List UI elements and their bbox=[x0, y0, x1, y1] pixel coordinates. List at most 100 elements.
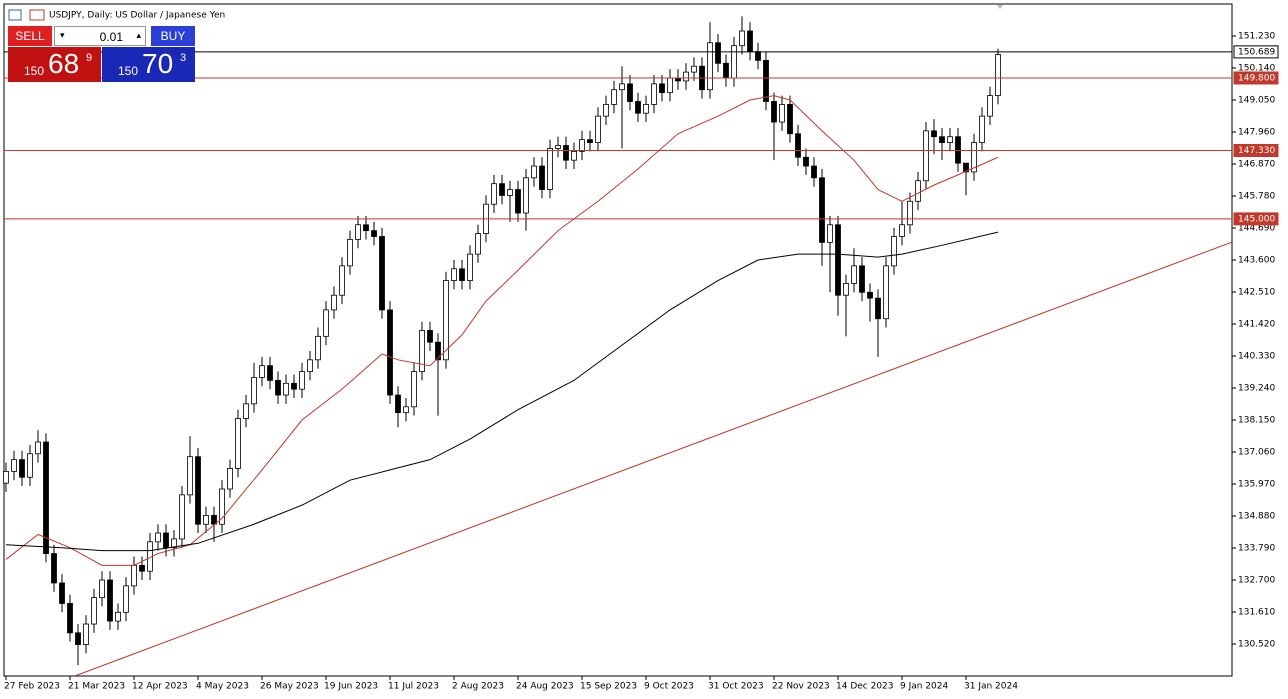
candle-body bbox=[3, 470, 9, 484]
candle-body bbox=[923, 130, 929, 182]
buy-button[interactable]: BUY bbox=[151, 26, 195, 46]
candle-body bbox=[891, 236, 897, 267]
candle-body bbox=[611, 89, 617, 105]
x-tick-label: 22 Nov 2023 bbox=[772, 682, 830, 692]
candle-body bbox=[259, 365, 265, 378]
bid-box[interactable]: 150 68 9 bbox=[8, 47, 101, 82]
candle-body bbox=[355, 224, 361, 240]
candle-body bbox=[595, 115, 601, 143]
candle-body bbox=[419, 330, 425, 372]
candle-body bbox=[195, 456, 201, 525]
candle-body bbox=[379, 236, 385, 311]
y-tick-label: 150.140 bbox=[1238, 64, 1275, 74]
bid-point: 9 bbox=[86, 52, 93, 64]
candle-body bbox=[795, 133, 801, 158]
candle-body bbox=[427, 330, 433, 343]
y-tick-label: 135.970 bbox=[1238, 480, 1275, 490]
candle-body bbox=[371, 230, 377, 237]
candle-body bbox=[187, 456, 193, 496]
candle-body bbox=[243, 403, 249, 419]
x-tick-label: 24 Aug 2023 bbox=[516, 682, 574, 692]
y-tick-label: 140.330 bbox=[1238, 352, 1275, 362]
down-arrow[interactable]: ▾ bbox=[60, 30, 65, 40]
candle-body bbox=[907, 200, 913, 226]
price-level-box bbox=[1233, 45, 1279, 59]
candle-body bbox=[579, 139, 585, 152]
y-tick-label: 144.690 bbox=[1238, 224, 1275, 234]
candle-body bbox=[283, 382, 289, 396]
candle-body bbox=[267, 365, 273, 381]
y-tick-label: 141.420 bbox=[1238, 320, 1275, 330]
y-tick-label: 132.700 bbox=[1238, 576, 1275, 586]
shift-marker bbox=[997, 5, 1003, 9]
candle-body bbox=[875, 297, 881, 320]
candle-body bbox=[635, 101, 641, 114]
x-tick-label: 4 May 2023 bbox=[196, 682, 249, 692]
candle-body bbox=[979, 115, 985, 143]
candle-body bbox=[851, 265, 857, 284]
candle-body bbox=[315, 335, 321, 361]
candle-body bbox=[163, 532, 169, 549]
y-tick-label: 131.610 bbox=[1238, 608, 1275, 618]
candle-body bbox=[59, 582, 65, 604]
candle-body bbox=[291, 382, 297, 390]
menu-icon[interactable] bbox=[8, 9, 22, 21]
line-series bbox=[74, 241, 1232, 676]
candle-body bbox=[619, 83, 625, 91]
candle-body bbox=[963, 162, 969, 173]
bid-big: 150 bbox=[24, 64, 45, 78]
candle-body bbox=[731, 45, 737, 79]
candle-body bbox=[323, 309, 329, 337]
candle-body bbox=[363, 224, 369, 232]
candle-body bbox=[331, 294, 337, 311]
candle-body bbox=[747, 30, 753, 52]
candle-body bbox=[139, 564, 145, 572]
candle-body bbox=[299, 371, 305, 390]
candle-body bbox=[571, 150, 577, 161]
y-tick-label: 143.600 bbox=[1238, 256, 1275, 266]
candle-body bbox=[171, 538, 177, 549]
x-tick-label: 12 Apr 2023 bbox=[132, 682, 188, 692]
candle-body bbox=[219, 488, 225, 525]
line-series bbox=[5, 231, 999, 552]
candle-body bbox=[347, 239, 353, 267]
y-tick-label: 142.510 bbox=[1238, 288, 1275, 298]
candle-body bbox=[651, 83, 657, 105]
candle-body bbox=[555, 145, 561, 149]
x-tick-label: 2 Aug 2023 bbox=[452, 682, 504, 692]
candle-body bbox=[19, 459, 25, 478]
candle-body bbox=[843, 283, 849, 296]
candle-body bbox=[835, 224, 841, 296]
ask-box[interactable]: 150 70 3 bbox=[102, 47, 195, 82]
volume[interactable]: 0.01 bbox=[99, 30, 123, 44]
y-tick-label: 133.790 bbox=[1238, 544, 1275, 554]
x-tick-label: 21 Mar 2023 bbox=[68, 682, 125, 692]
x-tick-label: 11 Jul 2023 bbox=[388, 682, 439, 692]
candle-body bbox=[35, 441, 41, 455]
candle-body bbox=[739, 30, 745, 47]
sell-button[interactable]: SELL bbox=[8, 26, 52, 46]
y-tick-label: 145.780 bbox=[1238, 192, 1275, 202]
candle-body bbox=[883, 265, 889, 320]
x-tick-label: 31 Oct 2023 bbox=[708, 682, 764, 692]
chart-icon[interactable] bbox=[29, 9, 45, 21]
candle-body bbox=[755, 51, 761, 61]
volume-box[interactable]: ▾ 0.01 ▴ bbox=[54, 26, 146, 46]
candle-body bbox=[955, 136, 961, 164]
candle-body bbox=[931, 130, 937, 138]
candle-body bbox=[683, 71, 689, 82]
plot-frame bbox=[3, 3, 1233, 677]
candle-body bbox=[827, 224, 833, 243]
candle-body bbox=[459, 268, 465, 281]
candle-body bbox=[763, 59, 769, 102]
up-arrow[interactable]: ▴ bbox=[136, 30, 141, 40]
candle-body bbox=[643, 104, 649, 114]
candle-body bbox=[811, 165, 817, 179]
bid-pips: 68 bbox=[48, 48, 80, 79]
candle-body bbox=[507, 189, 513, 196]
x-tick-label: 9 Jan 2024 bbox=[900, 682, 948, 692]
candle-body bbox=[467, 253, 473, 281]
x-tick-label: 19 Jun 2023 bbox=[324, 682, 378, 692]
candle-body bbox=[275, 379, 281, 396]
